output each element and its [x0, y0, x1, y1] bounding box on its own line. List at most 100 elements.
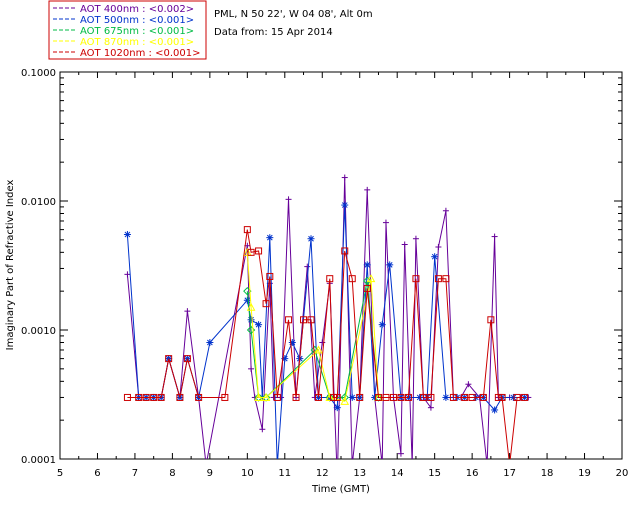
data-point-plus [285, 196, 292, 203]
data-point-square [374, 393, 382, 401]
series-line [126, 177, 529, 459]
data-point-square [382, 393, 390, 401]
x-axis-title: Time (GMT) [311, 484, 370, 495]
data-point-triangle [254, 392, 263, 401]
data-point-square [285, 316, 293, 324]
data-point-plus [412, 235, 419, 242]
data-point-diamond [363, 276, 372, 286]
data-point-plus [341, 174, 348, 181]
marker-d2 [510, 394, 517, 401]
data-point-square [315, 393, 323, 401]
legend: AOT 400nm : <0.002> AOT 500nm : <0.001> … [48, 0, 207, 60]
legend-entry-400: AOT 400nm : <0.002> [53, 4, 194, 15]
data-point-square [243, 226, 251, 234]
data-point-asterisk [509, 393, 517, 401]
data-point-square [363, 284, 371, 292]
data-point-asterisk [206, 339, 214, 347]
legend-label-500: AOT 500nm : <0.001> [80, 15, 194, 26]
series-line [246, 280, 379, 398]
data-point-asterisk [247, 316, 255, 324]
marker-d2 [379, 321, 386, 328]
data-point-asterisk [333, 404, 341, 412]
data-point-plus [491, 233, 498, 240]
data-point-asterisk [378, 321, 386, 329]
data-point-triangle [242, 247, 252, 256]
data-point-square [157, 393, 165, 401]
data-point-plus [259, 426, 266, 433]
data-point-asterisk [243, 296, 251, 304]
data-point-plus [401, 241, 408, 248]
y-tick-label: 0.0100 [21, 197, 56, 208]
marker-d2 [308, 235, 314, 242]
data-point-square [266, 272, 274, 280]
x-tick-label: 14 [391, 468, 404, 479]
data-point-plus [382, 219, 389, 226]
series-line [246, 252, 379, 402]
x-tick-label: 5 [57, 468, 63, 479]
x-tick-label: 8 [169, 468, 175, 479]
y-tick-label: 0.1000 [21, 68, 56, 79]
site-location: PML, N 50 22', W 04 08', Alt 0m [214, 9, 373, 20]
data-point-asterisk [386, 261, 394, 269]
data-point-plus [435, 243, 442, 250]
data-point-plus [427, 404, 434, 411]
x-axis-ticks: 5 6 7 8 9 10 11 12 13 14 15 16 17 18 19 20 [57, 72, 629, 479]
data-point-square [123, 393, 131, 401]
series-0 [124, 174, 532, 459]
legend-label-400: AOT 400nm : <0.002> [80, 4, 194, 15]
x-tick-label: 20 [616, 468, 629, 479]
x-tick-label: 6 [94, 468, 100, 479]
data-point-square [176, 393, 184, 401]
legend-entry-675: AOT 675nm : <0.001> [53, 26, 194, 37]
y-axis-ticks: 0.0001 0.0010 0.0100 0.1000 [21, 68, 622, 466]
data-point-square [348, 275, 356, 283]
x-tick-label: 16 [466, 468, 479, 479]
data-point-plus [124, 271, 131, 278]
x-tick-label: 12 [316, 468, 329, 479]
legend-entry-1020: AOT 1020nm : <0.001> [53, 48, 200, 59]
data-point-square [195, 393, 203, 401]
y-tick-label: 0.0001 [21, 455, 56, 466]
data-point-square [427, 393, 435, 401]
data-point-asterisk [288, 339, 296, 347]
marker-d2 [255, 321, 262, 328]
data-point-square [333, 393, 341, 401]
marker-d2 [341, 202, 348, 208]
marker-d2 [266, 234, 273, 241]
data-point-square [521, 393, 529, 401]
data-point-square [307, 316, 315, 324]
x-tick-label: 7 [132, 468, 138, 479]
marker-d2 [244, 297, 251, 304]
x-tick-label: 17 [503, 468, 516, 479]
data-point-asterisk [348, 393, 356, 401]
x-tick-label: 10 [241, 468, 254, 479]
data-point-triangle [261, 392, 271, 401]
data-point-triangle [325, 392, 335, 401]
data-point-asterisk [266, 234, 274, 242]
marker-d2 [431, 253, 438, 260]
data-point-square [513, 393, 521, 401]
data-point-plus [397, 450, 404, 457]
data-point-asterisk [416, 393, 424, 401]
data-point-square [449, 393, 457, 401]
x-tick-label: 9 [207, 468, 213, 479]
data-point-asterisk [255, 321, 263, 329]
data-point-plus [278, 394, 285, 401]
data-point-square [183, 355, 191, 363]
x-tick-label: 18 [541, 468, 554, 479]
series-line [126, 205, 525, 459]
data-date: Data from: 15 Apr 2014 [214, 27, 333, 38]
data-point-square [404, 393, 412, 401]
data-point-square [255, 247, 263, 255]
data-point-square [468, 393, 476, 401]
data-point-square [397, 393, 405, 401]
data-point-square [330, 393, 338, 401]
marker-d2 [443, 394, 449, 401]
data-point-square [292, 393, 300, 401]
legend-label-675: AOT 675nm : <0.001> [80, 26, 194, 37]
series-3 [242, 247, 383, 405]
x-tick-label: 15 [428, 468, 441, 479]
marker-d2 [386, 261, 393, 268]
marker-d2 [491, 407, 498, 413]
